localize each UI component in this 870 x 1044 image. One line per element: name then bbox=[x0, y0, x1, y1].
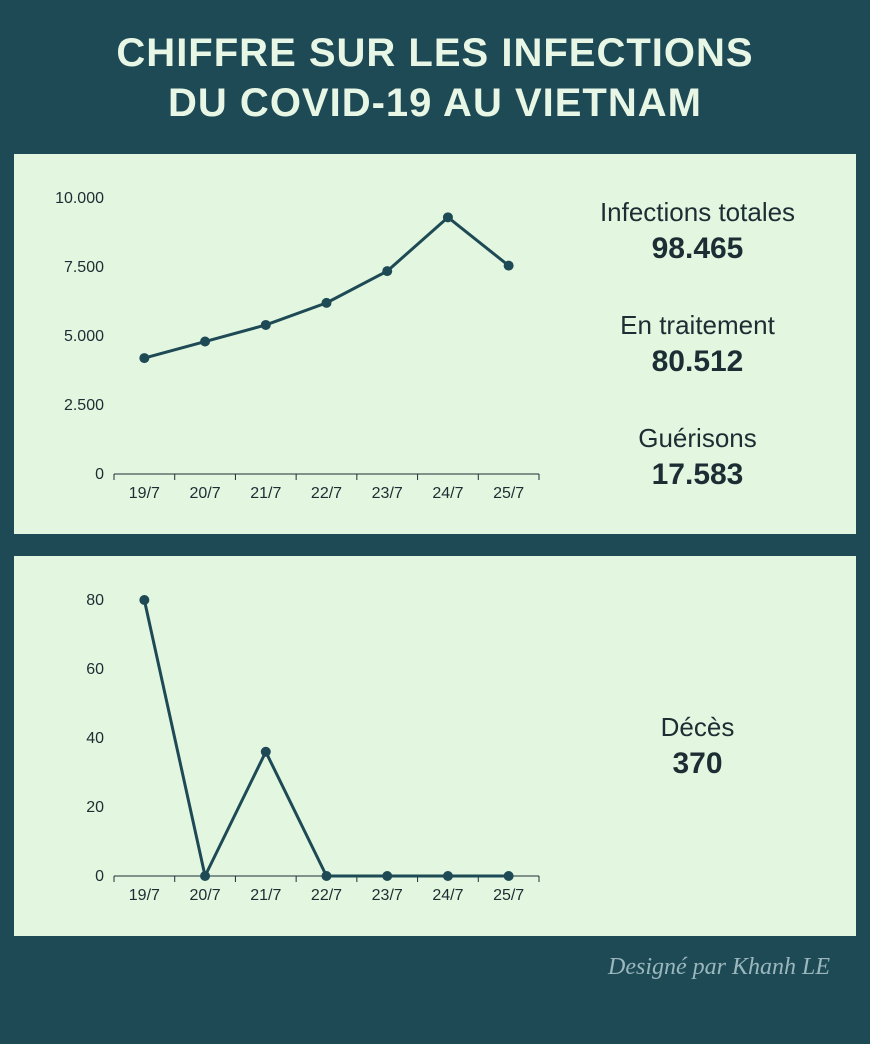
infections-chart-area: 0 2.500 5.000 7.500 10.000 19/7 20/7 21/7 22/7 23… bbox=[14, 154, 559, 534]
svg-text:20: 20 bbox=[86, 799, 104, 816]
svg-text:19/7: 19/7 bbox=[129, 887, 160, 904]
svg-text:24/7: 24/7 bbox=[432, 485, 463, 502]
svg-text:20/7: 20/7 bbox=[190, 887, 221, 904]
deaths-line-chart: 0 20 40 60 80 19/7 20/7 21/7 22/7 23/7 24/7 25/7 bbox=[44, 586, 549, 916]
svg-text:60: 60 bbox=[86, 661, 104, 678]
svg-text:7.500: 7.500 bbox=[64, 259, 104, 276]
svg-text:80: 80 bbox=[86, 592, 104, 609]
stat-deaths: Décès 370 bbox=[559, 712, 836, 781]
stat-value: 80.512 bbox=[559, 345, 836, 379]
svg-text:20/7: 20/7 bbox=[190, 485, 221, 502]
stat-in-treatment: En traitement 80.512 bbox=[559, 310, 836, 379]
infections-stats: Infections totales 98.465 En traitement … bbox=[559, 154, 856, 534]
title-line-2: DU COVID-19 AU VIETNAM bbox=[168, 81, 702, 125]
stat-label: Décès bbox=[559, 712, 836, 743]
svg-text:23/7: 23/7 bbox=[372, 887, 403, 904]
stat-label: Guérisons bbox=[559, 423, 836, 454]
stat-value: 98.465 bbox=[559, 232, 836, 266]
page-header: CHIFFRE SUR LES INFECTIONS DU COVID-19 A… bbox=[0, 0, 870, 154]
svg-text:2.500: 2.500 bbox=[64, 397, 104, 414]
stat-value: 17.583 bbox=[559, 458, 836, 492]
page-footer: Designé par Khanh LE bbox=[0, 936, 870, 981]
svg-text:23/7: 23/7 bbox=[372, 485, 403, 502]
title-line-1: CHIFFRE SUR LES INFECTIONS bbox=[116, 31, 753, 75]
credit-text: Designé par Khanh LE bbox=[608, 954, 830, 980]
svg-text:10.000: 10.000 bbox=[55, 190, 104, 207]
svg-text:24/7: 24/7 bbox=[432, 887, 463, 904]
stat-total-infections: Infections totales 98.465 bbox=[559, 197, 836, 266]
svg-text:25/7: 25/7 bbox=[493, 485, 524, 502]
svg-text:25/7: 25/7 bbox=[493, 887, 524, 904]
page-title: CHIFFRE SUR LES INFECTIONS DU COVID-19 A… bbox=[20, 28, 850, 128]
svg-text:5.000: 5.000 bbox=[64, 328, 104, 345]
svg-text:40: 40 bbox=[86, 730, 104, 747]
deaths-stats: Décès 370 bbox=[559, 556, 856, 936]
svg-text:0: 0 bbox=[95, 466, 104, 483]
svg-text:22/7: 22/7 bbox=[311, 887, 342, 904]
stat-label: Infections totales bbox=[559, 197, 836, 228]
deaths-chart-area: 0 20 40 60 80 19/7 20/7 21/7 22/7 23/7 24/7 25/7 bbox=[14, 556, 559, 936]
svg-text:21/7: 21/7 bbox=[250, 887, 281, 904]
svg-text:22/7: 22/7 bbox=[311, 485, 342, 502]
stat-value: 370 bbox=[559, 747, 836, 781]
infections-line-chart: 0 2.500 5.000 7.500 10.000 19/7 20/7 21/7 22/7 23… bbox=[44, 184, 549, 514]
infections-panel: 0 2.500 5.000 7.500 10.000 19/7 20/7 21/7 22/7 23… bbox=[14, 154, 856, 534]
stat-recoveries: Guérisons 17.583 bbox=[559, 423, 836, 492]
deaths-panel: 0 20 40 60 80 19/7 20/7 21/7 22/7 23/7 24/7 25/7 Dé… bbox=[14, 556, 856, 936]
svg-text:21/7: 21/7 bbox=[250, 485, 281, 502]
svg-text:19/7: 19/7 bbox=[129, 485, 160, 502]
svg-text:0: 0 bbox=[95, 868, 104, 885]
stat-label: En traitement bbox=[559, 310, 836, 341]
